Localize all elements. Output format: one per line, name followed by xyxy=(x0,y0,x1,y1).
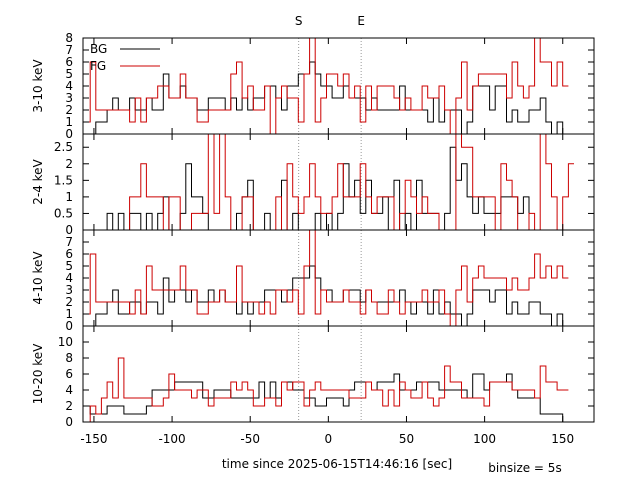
y-tick-label: 6 xyxy=(65,55,73,69)
fg-series-line xyxy=(84,229,569,327)
y-tick-label: 3 xyxy=(65,91,73,105)
y-tick-label: 6 xyxy=(65,367,73,381)
x-tick-label: 0 xyxy=(325,432,333,446)
y-tick-label: 10 xyxy=(58,335,73,349)
y-tick-label: 4 xyxy=(65,271,73,285)
y-tick-label: 2 xyxy=(65,157,73,171)
y-tick-label: 0 xyxy=(65,415,73,429)
bg-series-line xyxy=(84,61,569,135)
panel-frame xyxy=(82,325,595,423)
y-tick-label: 2 xyxy=(65,103,73,117)
y-tick-label: 5 xyxy=(65,259,73,273)
y-tick-label: 1 xyxy=(65,307,73,321)
y-tick-label: 7 xyxy=(65,43,73,57)
x-tick-label: -50 xyxy=(240,432,260,446)
y-tick-label: 2 xyxy=(65,295,73,309)
x-tick-label: 50 xyxy=(399,432,414,446)
y-tick-label: 1.5 xyxy=(54,173,73,187)
x-tick-label: -150 xyxy=(80,432,107,446)
marker-label: E xyxy=(357,14,365,28)
y-axis-label: 10-20 keV xyxy=(31,343,45,405)
axes-layer xyxy=(82,37,595,423)
binsize-note: binsize = 5s xyxy=(488,461,561,475)
x-axis-label: time since 2025-06-15T14:46:16 [sec] xyxy=(222,457,452,471)
y-tick-label: 0.5 xyxy=(54,206,73,220)
marker-label: S xyxy=(295,14,303,28)
y-tick-label: 0 xyxy=(65,127,73,141)
y-axis-label: 2-4 keV xyxy=(31,158,45,204)
x-tick-label: -100 xyxy=(158,432,185,446)
y-tick-label: 1 xyxy=(65,190,73,204)
x-tick-label: 150 xyxy=(551,432,574,446)
y-tick-label: 7 xyxy=(65,235,73,249)
fg-series-line xyxy=(84,357,569,423)
y-axis-label: 3-10 keV xyxy=(31,59,45,113)
y-tick-label: 8 xyxy=(65,31,73,45)
y-tick-label: 0 xyxy=(65,223,73,237)
y-tick-label: 6 xyxy=(65,247,73,261)
y-tick-label: 4 xyxy=(65,79,73,93)
y-tick-label: 0 xyxy=(65,319,73,333)
y-tick-label: 8 xyxy=(65,351,73,365)
bg-series-line xyxy=(84,146,569,231)
y-tick-label: 4 xyxy=(65,383,73,397)
y-tick-label: 1 xyxy=(65,115,73,129)
legend-label: BG xyxy=(90,42,107,56)
y-tick-label: 2 xyxy=(65,399,73,413)
x-tick-label: 100 xyxy=(473,432,496,446)
y-axis-label: 4-10 keV xyxy=(31,251,45,305)
legend-label: FG xyxy=(90,59,106,73)
bg-series-line xyxy=(84,373,569,423)
y-tick-label: 2.5 xyxy=(54,140,73,154)
y-tick-label: 5 xyxy=(65,67,73,81)
y-tick-label: 3 xyxy=(65,283,73,297)
fg-series-line xyxy=(84,37,569,135)
